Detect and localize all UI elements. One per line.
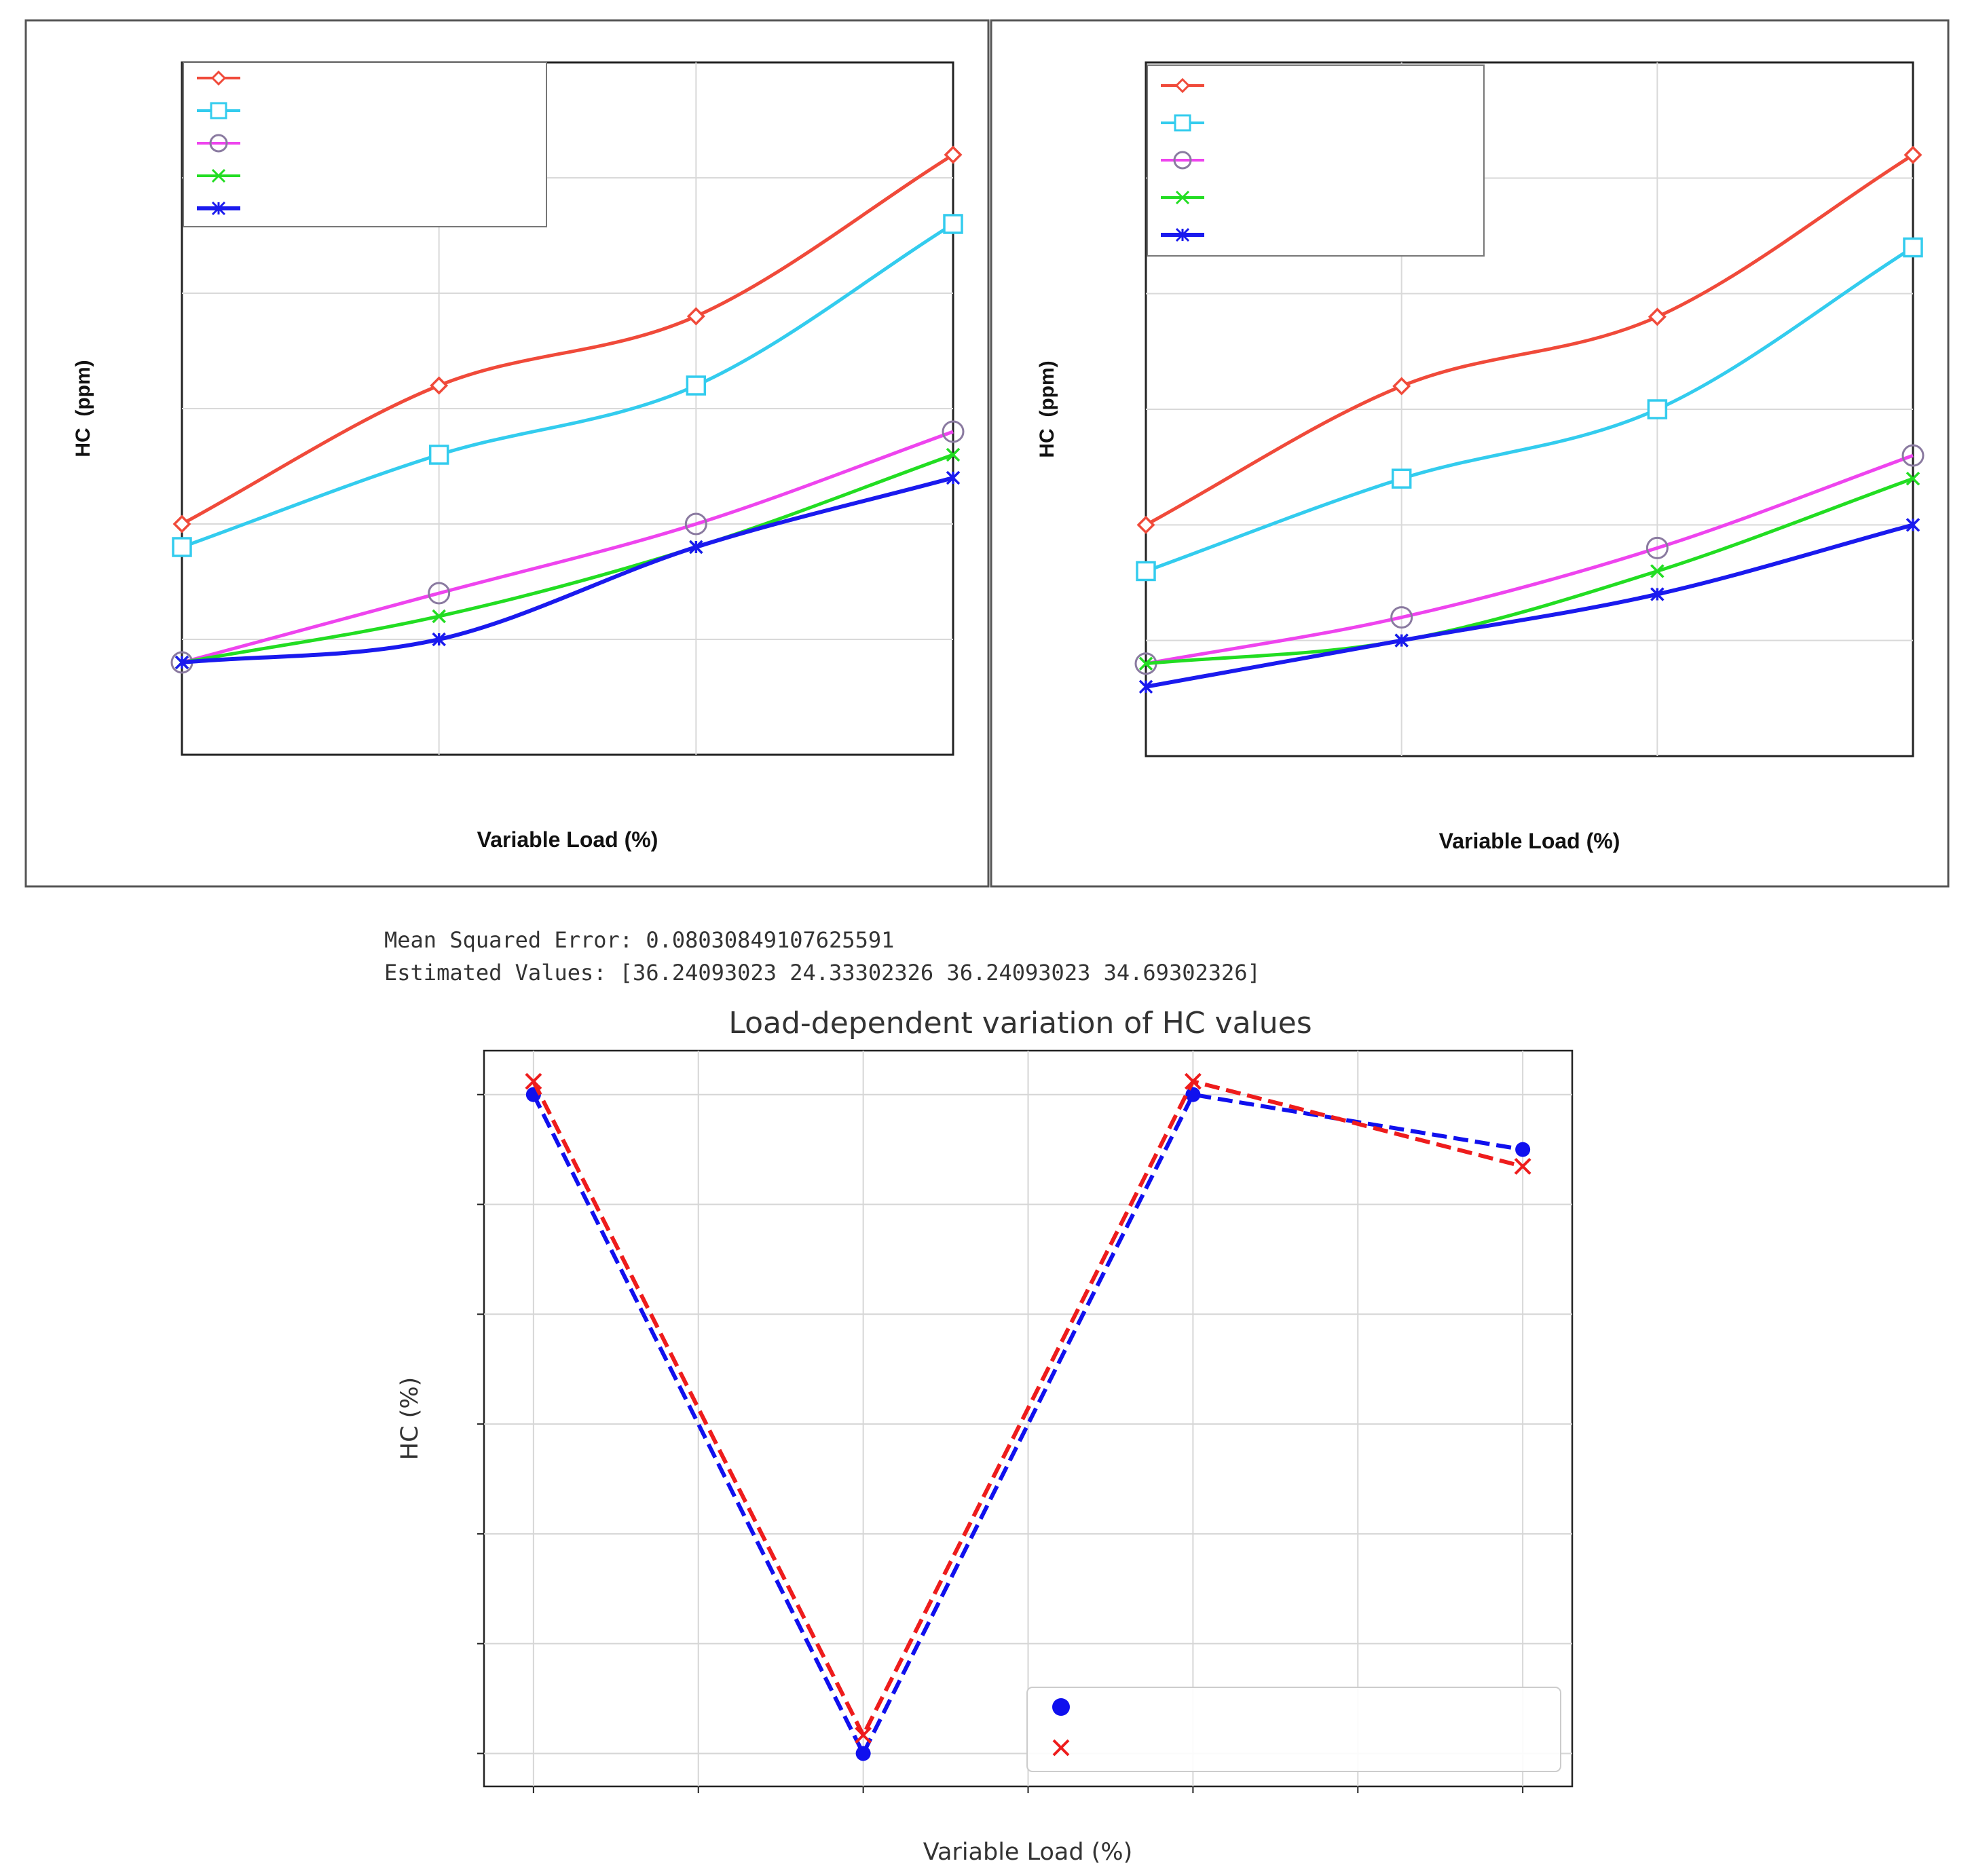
- chart3-y-ticks: [477, 1093, 484, 1755]
- c1-series-1-point-2: [686, 375, 707, 396]
- c2-legend-marker-2: [1173, 151, 1192, 170]
- c2-series-1-point-0: [1136, 561, 1156, 582]
- c2-series-3-point-2: [1650, 564, 1665, 578]
- c2-legend-marker-3: [1175, 190, 1190, 205]
- c2-series-2-point-1: [1390, 606, 1413, 629]
- chart3-legend: [1026, 1687, 1561, 1772]
- c1-legend-marker-0: [210, 70, 227, 86]
- c3-series-1-point-1: [855, 1727, 872, 1744]
- c2-series-2-point-3: [1901, 444, 1925, 467]
- chart3-title: Load-dependent variation of HC values: [728, 1006, 1312, 1040]
- c1-series-4-point-2: [689, 540, 703, 555]
- chart2-series: [1134, 145, 1925, 694]
- c2-series-0-point-1: [1392, 377, 1411, 396]
- c2-series-line-3: [1145, 476, 1914, 666]
- c1-series-4-point-1: [432, 632, 446, 647]
- c1-series-0-point-3: [944, 145, 963, 164]
- chart-ai-prediction: Load-dependent variation of HC values Va…: [396, 1006, 1574, 1866]
- c1-series-4-point-0: [174, 655, 189, 670]
- c1-series-0-point-1: [430, 376, 449, 395]
- c3-legend-marker-0: [1052, 1698, 1070, 1716]
- c1-legend-marker-2: [209, 134, 228, 153]
- c2-legend-marker-1: [1174, 114, 1191, 132]
- c2-legend-marker-0: [1174, 77, 1191, 94]
- chart1-series: [170, 145, 965, 674]
- c3-series-1-point-0: [525, 1072, 542, 1090]
- c2-series-line-2: [1145, 453, 1914, 666]
- c2-series-4-point-2: [1650, 587, 1665, 601]
- c3-series-1-point-2: [1184, 1072, 1202, 1090]
- c2-series-0-point-3: [1903, 145, 1922, 164]
- left-panel-frame: [24, 19, 990, 888]
- c1-series-3-point-1: [432, 609, 446, 624]
- c2-series-0-point-0: [1136, 515, 1155, 534]
- c1-series-0-point-2: [686, 307, 705, 326]
- c2-series-line-4: [1145, 523, 1914, 689]
- c3-series-0-point-1: [855, 1746, 871, 1761]
- c2-legend-marker-4: [1175, 227, 1190, 242]
- c2-series-4-point-1: [1394, 633, 1409, 648]
- c1-series-1-point-1: [428, 445, 449, 465]
- c2-series-1-point-3: [1903, 237, 1923, 258]
- c1-series-3-point-3: [946, 447, 961, 462]
- c1-series-1-point-0: [172, 537, 192, 557]
- chart3-y-axis-label: HC (%): [396, 1377, 424, 1460]
- chart-cob10: Variable Load (%) HC (ppm): [1036, 61, 1925, 853]
- c1-series-line-1: [181, 222, 954, 549]
- c1-series-2-point-1: [428, 582, 451, 605]
- c1-series-0-point-0: [172, 514, 191, 533]
- c2-series-4-point-0: [1138, 679, 1153, 694]
- chart1-legend-box: [183, 62, 547, 227]
- c2-series-line-1: [1145, 246, 1914, 573]
- c2-series-1-point-2: [1647, 399, 1668, 419]
- chart1-legend: [183, 62, 547, 227]
- c1-series-2-point-3: [942, 420, 965, 443]
- c1-series-line-0: [181, 153, 954, 526]
- c1-series-line-2: [181, 430, 954, 664]
- c1-series-line-4: [181, 476, 954, 664]
- mse-output-line: Mean Squared Error: 0.08030849107625591: [384, 927, 894, 953]
- chart2-y-axis-label: HC (ppm): [1036, 360, 1058, 457]
- chart3-legend-box: [1026, 1687, 1561, 1772]
- chart3-series: [525, 1072, 1531, 1761]
- estimated-values-output-line: Estimated Values: [36.24093023 24.333023…: [384, 960, 1261, 986]
- chart3-x-axis-label: Variable Load (%): [923, 1839, 1133, 1866]
- c1-legend-marker-1: [210, 102, 227, 119]
- c3-series-0-point-3: [1515, 1142, 1531, 1157]
- chart2-legend: [1147, 64, 1485, 257]
- c2-series-2-point-2: [1646, 536, 1669, 559]
- chart2-x-axis-label: Variable Load (%): [1439, 829, 1620, 853]
- c2-series-1-point-1: [1391, 468, 1412, 489]
- chart3-grid: [484, 1051, 1572, 1786]
- c3-series-1-point-3: [1514, 1158, 1531, 1175]
- c3-series-line-1: [532, 1078, 1523, 1740]
- c2-series-line-0: [1145, 153, 1914, 527]
- chart1-y-axis-label: HC (ppm): [72, 360, 94, 457]
- right-panel-frame: [990, 19, 1950, 888]
- c3-legend-marker-1: [1052, 1739, 1070, 1757]
- chart1-x-axis-label: Variable Load (%): [477, 827, 658, 852]
- c1-series-1-point-3: [943, 214, 963, 234]
- chart3-x-ticks: [532, 1786, 1524, 1793]
- c1-series-line-3: [181, 453, 954, 664]
- c2-series-4-point-3: [1906, 518, 1920, 532]
- c1-series-4-point-3: [946, 470, 961, 485]
- c1-series-2-point-2: [684, 512, 707, 536]
- c1-legend-marker-3: [211, 168, 226, 183]
- c2-series-0-point-2: [1648, 307, 1667, 326]
- chart-wsob10: Variable Load (%) HC (ppm): [72, 61, 965, 852]
- c1-legend-marker-4: [211, 201, 226, 216]
- c2-series-3-point-0: [1138, 656, 1153, 671]
- c2-series-3-point-3: [1906, 471, 1920, 486]
- c3-series-0-point-2: [1185, 1087, 1201, 1102]
